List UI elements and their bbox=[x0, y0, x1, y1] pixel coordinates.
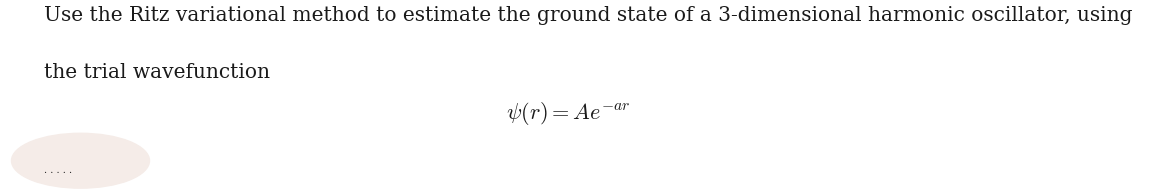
Ellipse shape bbox=[12, 133, 150, 188]
Text: Use the Ritz variational method to estimate the ground state of a 3-dimensional : Use the Ritz variational method to estim… bbox=[44, 6, 1133, 25]
Text: $\psi(r) = Ae^{-ar}$: $\psi(r) = Ae^{-ar}$ bbox=[506, 100, 630, 127]
Text: the trial wavefunction: the trial wavefunction bbox=[44, 63, 270, 82]
Text: . . . . .: . . . . . bbox=[44, 166, 71, 175]
